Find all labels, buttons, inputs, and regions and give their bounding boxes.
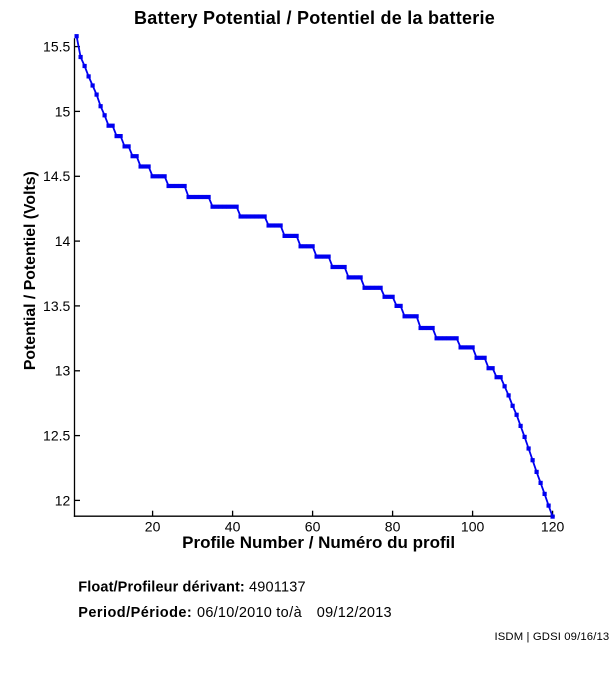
svg-text:13: 13 <box>55 363 71 379</box>
svg-text:120: 120 <box>541 519 565 535</box>
svg-text:Profile Number / Numéro du pro: Profile Number / Numéro du profil <box>182 533 455 552</box>
svg-text:15: 15 <box>55 103 71 119</box>
svg-text:ISDM | GDSI 09/16/13: ISDM | GDSI 09/16/13 <box>495 631 610 643</box>
svg-text:Battery Potential / Potentiel: Battery Potential / Potentiel de la batt… <box>134 8 495 28</box>
svg-text:12.5: 12.5 <box>43 428 70 444</box>
svg-text:100: 100 <box>461 519 485 535</box>
svg-text:20: 20 <box>145 519 161 535</box>
svg-text:Float/Profileur dérivant:49011: Float/Profileur dérivant: 4901137 <box>78 580 305 596</box>
svg-text:14.5: 14.5 <box>43 168 70 184</box>
svg-text:12: 12 <box>55 492 71 508</box>
svg-text:80: 80 <box>385 519 401 535</box>
svg-text:14: 14 <box>55 233 71 249</box>
svg-text:Potential / Potentiel (Volts): Potential / Potentiel (Volts) <box>22 171 39 370</box>
svg-text:60: 60 <box>305 519 321 535</box>
svg-text:13.5: 13.5 <box>43 298 70 314</box>
svg-text:15.5: 15.5 <box>43 39 70 55</box>
svg-text:40: 40 <box>225 519 241 535</box>
